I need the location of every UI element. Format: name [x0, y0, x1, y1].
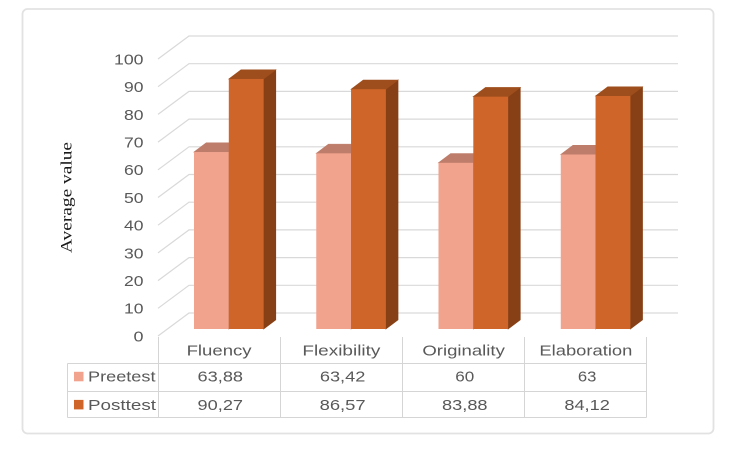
svg-text:Preetest: Preetest: [88, 369, 156, 386]
svg-text:63: 63: [578, 369, 597, 386]
svg-text:80: 80: [124, 107, 144, 124]
svg-text:50: 50: [124, 190, 144, 207]
svg-text:30: 30: [124, 245, 144, 262]
svg-text:100: 100: [114, 51, 144, 68]
svg-text:90,27: 90,27: [198, 397, 244, 414]
svg-text:60: 60: [124, 162, 144, 179]
svg-text:90: 90: [124, 79, 144, 96]
svg-text:83,88: 83,88: [442, 397, 488, 414]
svg-text:20: 20: [124, 273, 144, 290]
svg-text:Flexibility: Flexibility: [302, 342, 381, 359]
svg-text:63,88: 63,88: [198, 369, 244, 386]
svg-text:Originality: Originality: [422, 342, 505, 359]
svg-text:Posttest: Posttest: [88, 397, 157, 414]
svg-text:Average value: Average value: [59, 142, 76, 253]
svg-text:10: 10: [124, 301, 144, 318]
svg-text:60: 60: [455, 369, 474, 386]
svg-text:0: 0: [134, 328, 144, 345]
svg-text:63,42: 63,42: [320, 369, 366, 386]
svg-text:84,12: 84,12: [564, 397, 610, 414]
svg-text:70: 70: [124, 135, 144, 152]
svg-text:Fluency: Fluency: [187, 342, 253, 359]
svg-text:86,57: 86,57: [320, 397, 366, 414]
svg-text:Elaboration: Elaboration: [539, 342, 632, 359]
svg-text:40: 40: [124, 218, 144, 235]
